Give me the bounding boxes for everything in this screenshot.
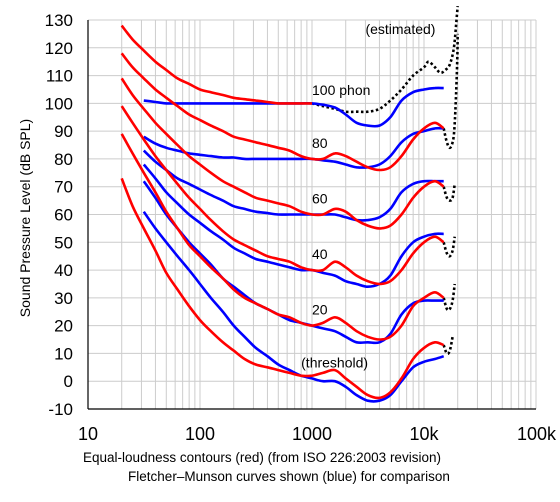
y-tick-label: 10 bbox=[54, 344, 73, 363]
fletcher-munson-curve bbox=[142, 149, 444, 222]
x-tick-label: 10 bbox=[78, 424, 98, 444]
x-tick-label: 10k bbox=[409, 424, 439, 444]
iso-226-curve bbox=[120, 77, 445, 230]
grid-lines bbox=[88, 19, 537, 409]
y-tick-label: 100 bbox=[45, 94, 73, 113]
annotation-label: (estimated) bbox=[365, 21, 435, 37]
estimated-curve bbox=[442, 183, 456, 202]
y-tick-label: 90 bbox=[54, 122, 73, 141]
annotation-label: 60 bbox=[312, 190, 328, 206]
x-tick-label: 100 bbox=[185, 424, 215, 444]
x-tick-label: 1000 bbox=[292, 424, 332, 444]
y-tick-label: -10 bbox=[48, 400, 73, 419]
y-axis-label: Sound Pressure Level (dB SPL) bbox=[17, 119, 33, 317]
y-tick-label: 80 bbox=[54, 150, 73, 169]
estimated-curve bbox=[311, 5, 459, 114]
y-tick-label: 0 bbox=[64, 372, 73, 391]
annotation-label: 100 phon bbox=[312, 82, 370, 98]
y-tick-label: 110 bbox=[46, 67, 73, 86]
estimated-curve bbox=[442, 283, 456, 312]
annotations: (estimated) 100 phon 80 60 40 20 (threshold) bbox=[301, 21, 435, 370]
y-tick-label: 120 bbox=[45, 39, 73, 58]
annotation-label: (threshold) bbox=[301, 354, 368, 370]
estimated-curve bbox=[442, 33, 459, 150]
iso-226-curve bbox=[120, 24, 312, 105]
y-tick-label: 50 bbox=[54, 233, 73, 252]
curves bbox=[120, 5, 459, 403]
y-tick-label: 30 bbox=[54, 289, 73, 308]
iso-226-curve bbox=[120, 52, 445, 172]
iso-226-curve bbox=[120, 105, 445, 286]
fletcher-munson-curve bbox=[143, 126, 444, 169]
axes bbox=[87, 20, 536, 410]
y-tick-label: 70 bbox=[54, 178, 73, 197]
annotation-label: 40 bbox=[312, 246, 328, 262]
y-tick-label: 130 bbox=[45, 11, 73, 30]
caption-line-2: Fletcher–Munson curves shown (blue) for … bbox=[128, 469, 450, 484]
iso-226-curve bbox=[120, 177, 445, 400]
fletcher-munson-curve bbox=[142, 163, 444, 288]
x-tick-label: 100k bbox=[517, 424, 557, 444]
y-tick-label: 20 bbox=[54, 317, 73, 336]
fletcher-munson-curve bbox=[142, 210, 445, 403]
estimated-curve bbox=[442, 336, 454, 356]
caption-line-1: Equal-loudness contours (red) (from ISO … bbox=[83, 450, 441, 465]
y-tick-label: 40 bbox=[54, 261, 73, 280]
tick-labels: -10 0 10 20 30 40 50 60 70 80 90 100 110 120 130 10 100 1… bbox=[45, 11, 557, 444]
annotation-label: 80 bbox=[312, 135, 328, 151]
fletcher-munson-curve bbox=[142, 180, 444, 345]
y-tick-label: 60 bbox=[54, 206, 73, 225]
estimated-curve bbox=[442, 236, 456, 258]
iso-226-curve bbox=[120, 133, 445, 341]
annotation-label: 20 bbox=[312, 302, 328, 318]
